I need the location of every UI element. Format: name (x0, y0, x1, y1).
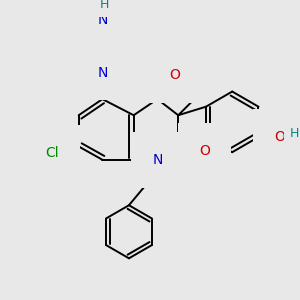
Text: N: N (152, 153, 163, 167)
Text: O: O (199, 144, 210, 158)
Text: H: H (290, 127, 299, 140)
Text: H: H (100, 0, 109, 11)
Text: Cl: Cl (45, 146, 59, 160)
Text: O: O (274, 130, 285, 144)
Text: N: N (97, 66, 108, 80)
Text: N: N (97, 13, 108, 26)
Text: O: O (169, 68, 180, 83)
